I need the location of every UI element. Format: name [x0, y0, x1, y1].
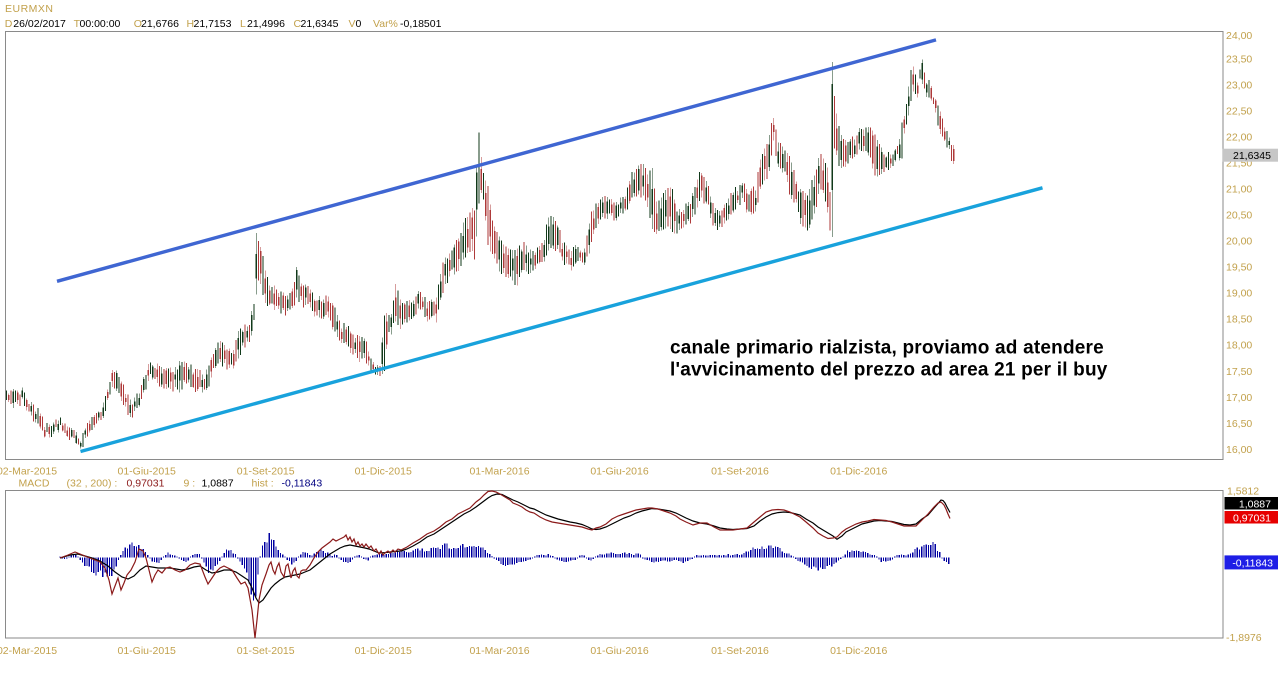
- svg-text:21,6766: 21,6766: [141, 18, 179, 30]
- svg-text:23,00: 23,00: [1226, 79, 1252, 91]
- svg-text:19,50: 19,50: [1226, 262, 1252, 274]
- svg-text:01-Set-2015: 01-Set-2015: [237, 645, 295, 657]
- svg-text:21,00: 21,00: [1226, 184, 1252, 196]
- svg-text:22,50: 22,50: [1226, 105, 1252, 117]
- svg-text:1,0887: 1,0887: [1239, 498, 1271, 510]
- svg-text:l'avvicinamento del prezzo ad: l'avvicinamento del prezzo ad area 21 pe…: [670, 360, 1108, 381]
- svg-text:02-Mar-2015: 02-Mar-2015: [0, 466, 57, 478]
- svg-text:22,00: 22,00: [1226, 131, 1252, 143]
- svg-text:24,00: 24,00: [1226, 30, 1252, 42]
- svg-text:Var%: Var%: [373, 18, 398, 30]
- svg-text:-0,11843: -0,11843: [282, 478, 323, 490]
- svg-text:01-Giu-2015: 01-Giu-2015: [118, 466, 177, 478]
- svg-text:-1,8976: -1,8976: [1226, 632, 1262, 644]
- svg-text:EURMXN: EURMXN: [5, 3, 54, 15]
- svg-text:01-Giu-2016: 01-Giu-2016: [590, 645, 649, 657]
- svg-text:19,00: 19,00: [1226, 288, 1252, 300]
- svg-text:02-Mar-2015: 02-Mar-2015: [0, 645, 57, 657]
- svg-text:9 :: 9 :: [184, 478, 196, 490]
- svg-text:20,50: 20,50: [1226, 210, 1252, 222]
- svg-text:21,6345: 21,6345: [1233, 150, 1271, 162]
- svg-text:L: L: [240, 18, 246, 30]
- svg-text:0,97031: 0,97031: [127, 478, 165, 490]
- svg-text:0: 0: [356, 18, 362, 30]
- svg-text:hist :: hist :: [252, 478, 274, 490]
- svg-text:1,5812: 1,5812: [1227, 486, 1259, 498]
- svg-text:D: D: [5, 18, 13, 30]
- svg-text:01-Dic-2016: 01-Dic-2016: [830, 466, 887, 478]
- svg-text:01-Giu-2015: 01-Giu-2015: [118, 645, 177, 657]
- svg-text:23,50: 23,50: [1226, 53, 1252, 65]
- svg-text:16,50: 16,50: [1226, 418, 1252, 430]
- svg-text:17,50: 17,50: [1226, 366, 1252, 378]
- svg-text:01-Set-2015: 01-Set-2015: [237, 466, 295, 478]
- svg-text:0,97031: 0,97031: [1233, 512, 1271, 524]
- svg-text:21,7153: 21,7153: [194, 18, 232, 30]
- svg-text:01-Set-2016: 01-Set-2016: [711, 645, 769, 657]
- svg-text:20,00: 20,00: [1226, 236, 1252, 248]
- svg-text:01-Dic-2015: 01-Dic-2015: [355, 645, 412, 657]
- svg-text:01-Set-2016: 01-Set-2016: [711, 466, 769, 478]
- svg-text:(32 , 200) :: (32 , 200) :: [67, 478, 118, 490]
- svg-text:01-Mar-2016: 01-Mar-2016: [469, 645, 529, 657]
- svg-text:-0,18501: -0,18501: [400, 18, 442, 30]
- svg-text:17,00: 17,00: [1226, 392, 1252, 404]
- svg-text:18,50: 18,50: [1226, 314, 1252, 326]
- svg-text:01-Mar-2016: 01-Mar-2016: [469, 466, 529, 478]
- svg-text:V: V: [349, 18, 356, 30]
- svg-text:1,0887: 1,0887: [202, 478, 234, 490]
- svg-text:MACD: MACD: [19, 478, 50, 490]
- svg-text:canale primario rialzista, pro: canale primario rialzista, proviamo ad a…: [670, 338, 1104, 359]
- svg-text:21,6345: 21,6345: [301, 18, 339, 30]
- svg-text:01-Dic-2015: 01-Dic-2015: [355, 466, 412, 478]
- svg-text:00:00:00: 00:00:00: [80, 18, 121, 30]
- svg-text:21,4996: 21,4996: [247, 18, 285, 30]
- svg-text:01-Dic-2016: 01-Dic-2016: [830, 645, 887, 657]
- svg-text:01-Giu-2016: 01-Giu-2016: [590, 466, 649, 478]
- svg-text:-0,11843: -0,11843: [1232, 557, 1273, 569]
- svg-text:18,00: 18,00: [1226, 340, 1252, 352]
- svg-text:16,00: 16,00: [1226, 444, 1252, 456]
- svg-text:26/02/2017: 26/02/2017: [13, 18, 66, 30]
